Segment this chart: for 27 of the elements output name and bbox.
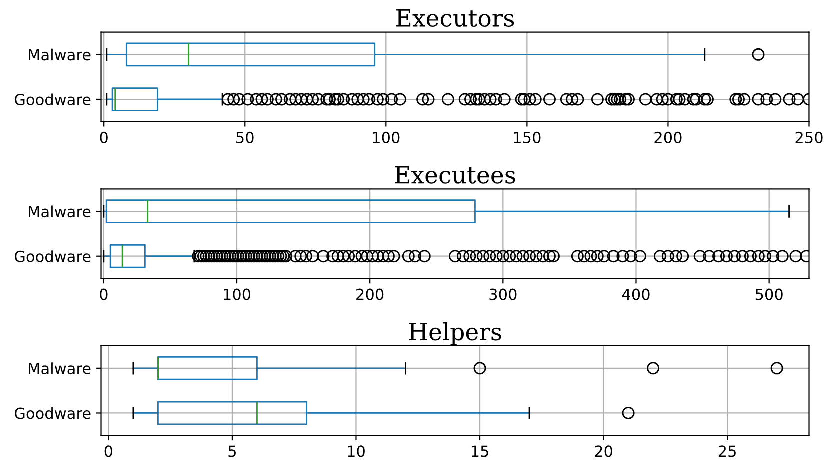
x-tick-label: 10: [348, 446, 365, 458]
chart-title: Helpers: [409, 322, 502, 346]
x-tick-label: 400: [622, 288, 650, 300]
y-tick-label: Goodware: [14, 94, 91, 106]
y-tick-label: Malware: [29, 206, 91, 218]
x-tick-label: 150: [514, 132, 541, 144]
x-tick-label: 50: [236, 132, 254, 144]
x-tick-label: 100: [373, 132, 400, 144]
x-tick-label: 0: [100, 132, 108, 144]
y-tick-label: Goodware: [14, 407, 91, 420]
x-tick-label: 15: [472, 446, 488, 458]
x-tick-label: 250: [796, 132, 823, 144]
x-tick-label: 300: [490, 288, 517, 300]
y-tick-label: Malware: [29, 48, 91, 61]
x-tick-label: 100: [224, 288, 251, 300]
chart-title: Executors: [396, 10, 514, 28]
x-tick-label: 5: [228, 446, 236, 458]
x-tick-label: 200: [356, 288, 384, 300]
x-tick-label: 500: [756, 288, 783, 300]
x-tick-label: 0: [100, 288, 108, 300]
x-tick-label: 0: [104, 446, 113, 458]
x-tick-label: 200: [654, 132, 682, 144]
x-tick-label: 20: [595, 446, 612, 458]
x-tick-label: 25: [718, 446, 736, 458]
chart-title: Executees: [395, 166, 516, 184]
y-tick-label: Malware: [29, 362, 91, 374]
y-tick-label: Goodware: [14, 250, 91, 262]
